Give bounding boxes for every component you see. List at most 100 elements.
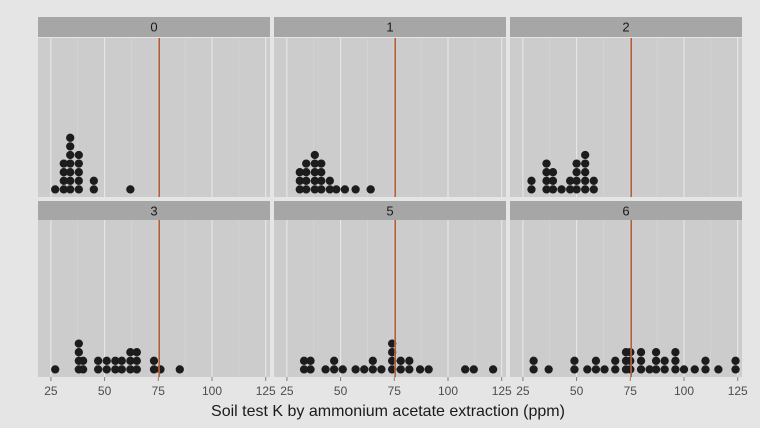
data-dot — [572, 159, 581, 168]
data-dot — [636, 356, 646, 365]
data-dot — [731, 365, 740, 374]
data-dot — [377, 365, 386, 374]
data-dot — [651, 365, 661, 374]
data-dot — [59, 168, 68, 177]
data-dot — [126, 185, 135, 194]
data-dot — [351, 365, 360, 374]
data-dot — [74, 150, 83, 160]
data-dot — [89, 176, 99, 185]
facet-strip-label: 5 — [386, 204, 393, 219]
data-dot — [542, 185, 551, 194]
data-dot — [93, 356, 103, 365]
data-dot — [317, 159, 326, 168]
data-dot — [701, 356, 710, 365]
data-dot — [368, 365, 377, 374]
facet-strip — [510, 17, 742, 37]
data-dot — [66, 159, 75, 168]
facet-panel-0: 0 — [38, 17, 270, 197]
data-dot — [317, 176, 326, 185]
data-dot — [581, 168, 590, 177]
data-dot — [671, 348, 680, 357]
data-dot — [591, 365, 601, 374]
data-dot — [78, 365, 88, 374]
data-dot — [66, 185, 75, 194]
data-dot — [611, 365, 620, 374]
x-tick-label: 100 — [438, 384, 458, 398]
x-tick-label: 50 — [570, 384, 584, 398]
data-dot — [310, 176, 319, 185]
x-tick-label: 50 — [334, 384, 348, 398]
data-dot — [66, 150, 75, 160]
data-dot — [78, 356, 88, 365]
data-dot — [149, 356, 159, 365]
data-dot — [102, 365, 111, 374]
data-dot — [360, 365, 369, 374]
data-dot — [701, 365, 710, 374]
data-dot — [636, 348, 646, 357]
x-tick-label: 75 — [624, 384, 638, 398]
data-dot — [295, 176, 304, 185]
facet-strip — [274, 17, 506, 37]
data-dot — [317, 168, 326, 177]
facet-strip — [38, 201, 270, 221]
data-dot — [589, 176, 598, 185]
data-dot — [126, 348, 135, 357]
data-dot — [671, 356, 680, 365]
facet-panel-2: 2 — [510, 17, 742, 197]
data-dot — [332, 185, 341, 194]
data-dot — [117, 365, 126, 374]
data-dot — [583, 365, 592, 374]
data-dot — [396, 365, 405, 374]
data-dot — [548, 176, 558, 185]
data-dot — [542, 176, 551, 185]
data-dot — [325, 176, 335, 185]
facet-panel-3: 3 — [38, 201, 270, 377]
data-dot — [302, 168, 311, 177]
data-dot — [651, 356, 661, 365]
data-dot — [149, 365, 159, 374]
data-dot — [93, 365, 103, 374]
x-tick-label: 25 — [44, 384, 58, 398]
data-dot — [589, 185, 598, 194]
data-dot — [74, 185, 83, 194]
data-dot — [310, 150, 319, 160]
data-dot — [306, 356, 315, 365]
data-dot — [572, 176, 581, 185]
data-dot — [405, 365, 414, 374]
x-axis: 25 50 75 100 125 25 50 75 100 125 25 50 75 100 125 — [44, 377, 748, 398]
data-dot — [600, 365, 609, 374]
data-dot — [132, 365, 141, 374]
data-dot — [581, 185, 590, 194]
facet-panel-5: 5 — [274, 201, 506, 377]
facet-strip — [510, 201, 742, 221]
data-dot — [542, 168, 551, 177]
data-dot — [132, 348, 141, 357]
data-dot — [299, 365, 309, 374]
data-dot — [117, 356, 126, 365]
data-dot — [66, 133, 75, 142]
data-dot — [59, 159, 68, 168]
data-dot — [572, 168, 581, 177]
data-dot — [74, 176, 83, 185]
data-dot — [302, 185, 311, 194]
data-dot — [527, 176, 536, 185]
data-dot — [570, 365, 579, 374]
data-dot — [302, 176, 311, 185]
x-tick-label: 100 — [202, 384, 222, 398]
data-dot — [557, 185, 566, 194]
data-dot — [66, 142, 75, 151]
x-tick-label: 50 — [98, 384, 112, 398]
x-tick-label: 100 — [674, 384, 694, 398]
data-dot — [310, 185, 319, 194]
data-dot — [51, 185, 60, 194]
x-tick-label: 125 — [728, 384, 748, 398]
data-dot — [102, 356, 111, 365]
x-tick-label: 125 — [492, 384, 512, 398]
data-dot — [651, 348, 661, 357]
data-dot — [340, 185, 350, 194]
data-dot — [461, 365, 470, 374]
x-tick-label: 75 — [152, 384, 166, 398]
data-dot — [690, 365, 699, 374]
data-dot — [175, 365, 184, 374]
